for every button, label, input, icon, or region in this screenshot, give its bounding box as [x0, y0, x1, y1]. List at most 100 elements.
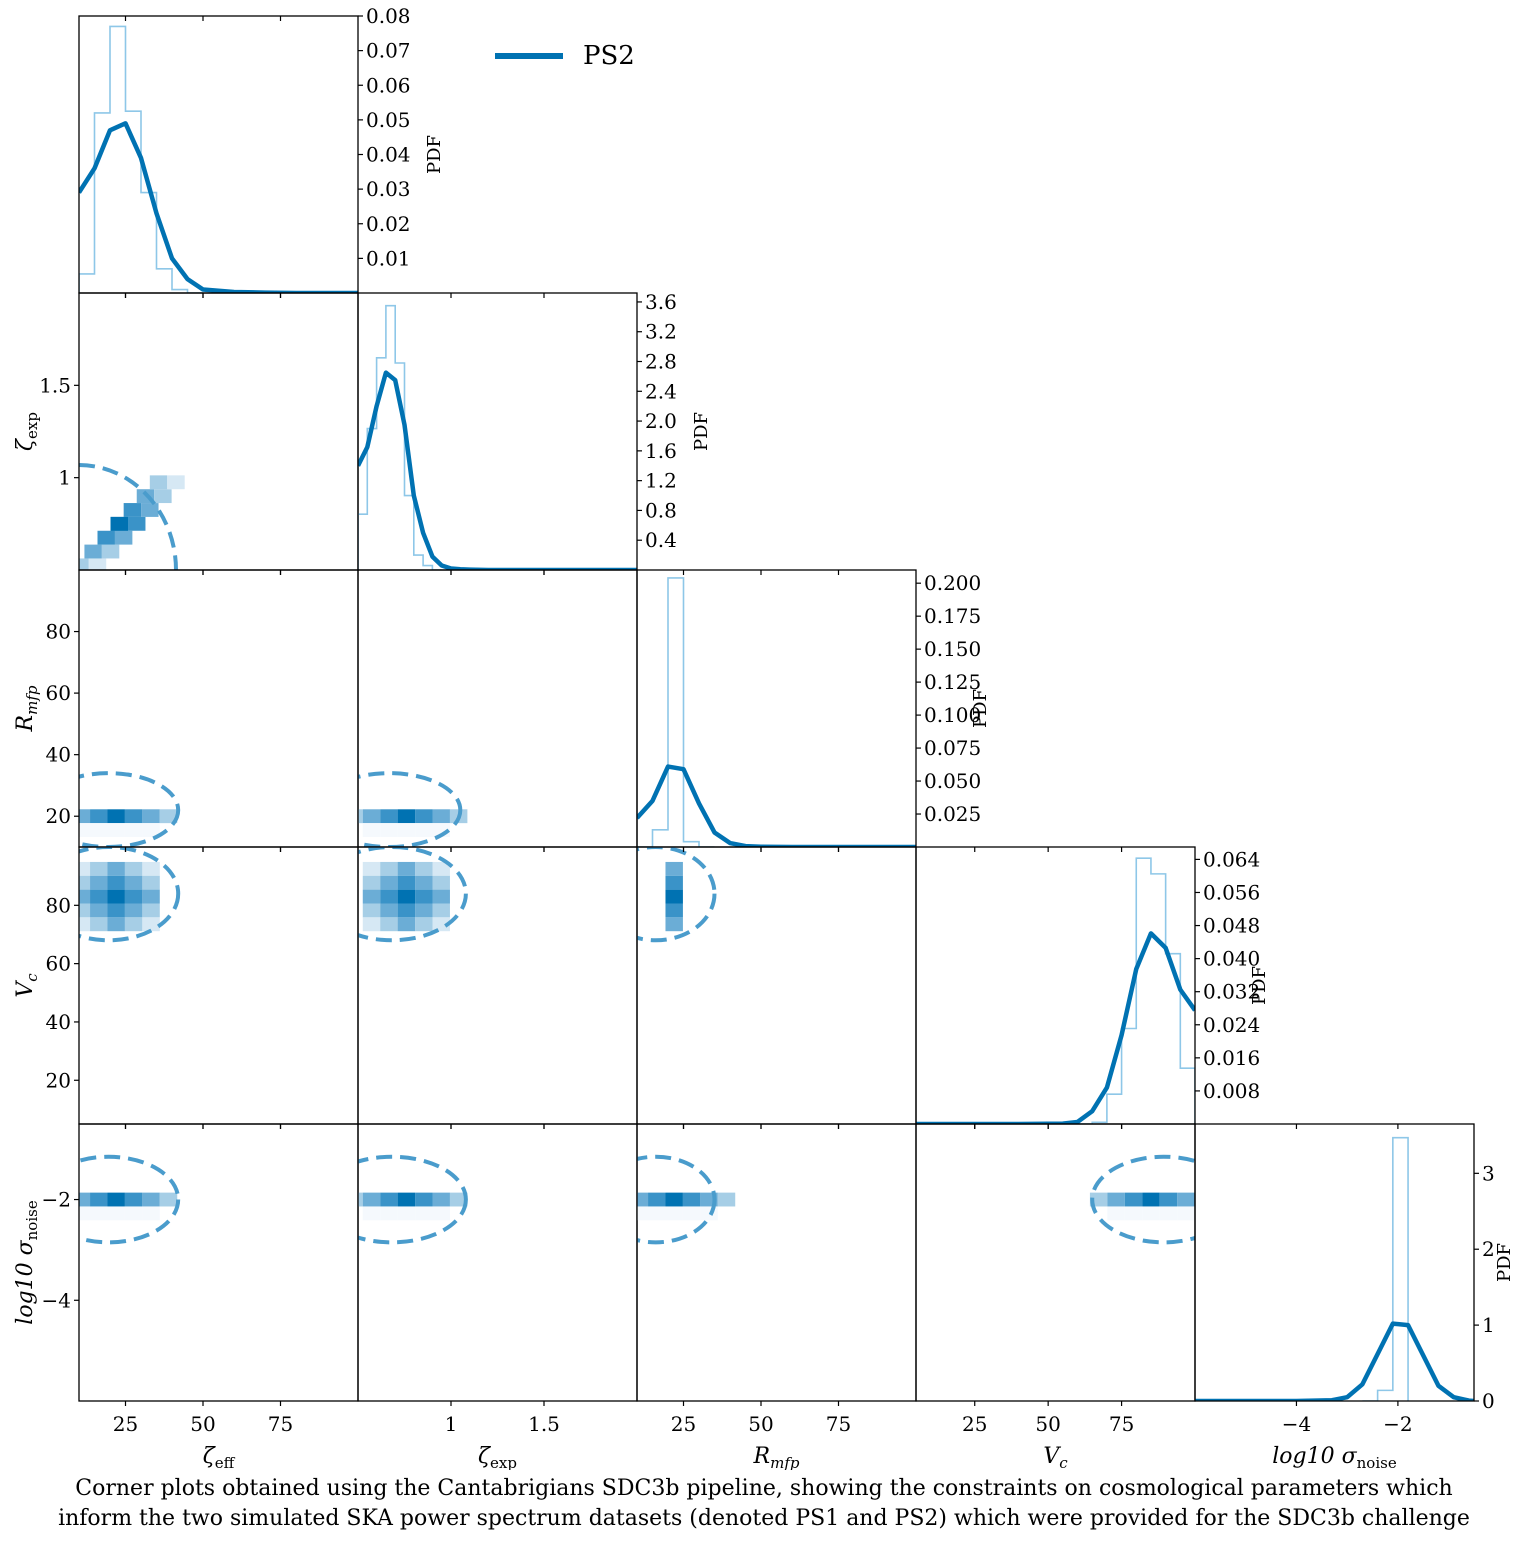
svg-text:0.025: 0.025 — [924, 802, 981, 826]
pdf-curve — [916, 931, 1195, 1124]
x-tick-label: −4 — [1282, 1412, 1311, 1436]
svg-text:−4: −4 — [42, 1288, 71, 1312]
svg-text:0: 0 — [1482, 1389, 1495, 1413]
svg-text:0.150: 0.150 — [924, 637, 981, 661]
x-tick-label: 50 — [190, 1412, 215, 1436]
svg-text:0.04: 0.04 — [366, 143, 411, 167]
x-tick-label: 75 — [826, 1412, 851, 1436]
svg-text:0.07: 0.07 — [366, 39, 411, 63]
pdf-curve — [637, 764, 916, 847]
figure-caption: Corner plots obtained using the Cantabri… — [0, 1474, 1528, 1534]
panel-R_mfp-vs-zeta_exp — [357, 569, 638, 852]
svg-text:0.100: 0.100 — [924, 703, 981, 727]
panel-log10_sigma_noise-vs-V_c — [915, 1123, 1196, 1406]
x-axis-label-V_c: Vc — [1043, 1444, 1068, 1470]
x-tick-label: 1 — [445, 1412, 458, 1436]
svg-text:1.2: 1.2 — [645, 469, 677, 493]
diagonal-panel-zeta_exp: 0.4 0.8 1.2 1.6 2.0 2.4 2.8 3.2 3.6 PDF — [357, 290, 712, 575]
svg-text:PDF: PDF — [424, 135, 445, 174]
legend: PS2 — [495, 36, 635, 76]
svg-text:1: 1 — [1482, 1313, 1495, 1337]
svg-text:1.5: 1.5 — [39, 373, 71, 397]
svg-text:3.2: 3.2 — [645, 320, 677, 344]
caption-line-2: inform the two simulated SKA power spect… — [58, 1506, 1470, 1531]
histogram-step — [637, 577, 715, 847]
x-axis-label-R_mfp: Rmfp — [753, 1444, 800, 1470]
svg-text:2.0: 2.0 — [645, 409, 677, 433]
credible-contour — [79, 463, 178, 570]
svg-text:3.6: 3.6 — [645, 290, 677, 314]
svg-text:0.175: 0.175 — [924, 604, 981, 628]
svg-text:PDF: PDF — [970, 689, 991, 728]
histogram-step — [358, 304, 442, 570]
svg-text:PDF: PDF — [1249, 966, 1270, 1005]
x-tick-label: 50 — [748, 1412, 773, 1436]
x-tick-label: 25 — [671, 1412, 696, 1436]
x-tick-label: 25 — [113, 1412, 138, 1436]
svg-text:0.05: 0.05 — [366, 108, 411, 132]
y-axis-label: Vc — [13, 973, 41, 998]
svg-text:60: 60 — [46, 681, 71, 705]
x-axis-label-zeta_eff: ζeff — [203, 1444, 236, 1470]
svg-text:PDF: PDF — [691, 412, 712, 451]
svg-text:40: 40 — [46, 1010, 71, 1034]
diagonal-panel-R_mfp: 0.025 0.050 0.075 0.100 0.125 0.150 0.175 0.200… — [636, 569, 991, 852]
y-axis-label: Rmfp — [13, 685, 41, 732]
svg-text:0.040: 0.040 — [1203, 947, 1260, 971]
credible-contour — [637, 847, 717, 943]
y-axis-label: ζexp — [13, 412, 41, 451]
svg-text:2.4: 2.4 — [645, 379, 677, 403]
diagonal-panel-zeta_eff: 0.01 0.02 0.03 0.04 0.05 0.06 0.07 0.08 PDF — [78, 4, 445, 298]
panel-zeta_exp-vs-zeta_eff: 1 1.5 ζexp — [13, 292, 359, 575]
x-tick-label: 75 — [1109, 1412, 1134, 1436]
svg-text:2.8: 2.8 — [645, 350, 677, 374]
credible-contour — [79, 847, 181, 943]
svg-text:0.125: 0.125 — [924, 670, 981, 694]
svg-text:0.050: 0.050 — [924, 769, 981, 793]
pdf-curve — [79, 121, 358, 293]
svg-text:0.02: 0.02 — [366, 212, 411, 236]
svg-text:0.8: 0.8 — [645, 498, 677, 522]
y-axis-label: log10 σnoise — [13, 1200, 41, 1325]
pdf-curve — [1195, 1321, 1474, 1401]
credible-contour — [358, 1154, 468, 1245]
svg-text:60: 60 — [46, 952, 71, 976]
panel-R_mfp-vs-zeta_eff: 20 40 60 80 Rmfp — [13, 569, 359, 852]
svg-text:0.075: 0.075 — [924, 736, 981, 760]
x-tick-label: 25 — [962, 1412, 987, 1436]
panel-log10_sigma_noise-vs-R_mfp — [636, 1123, 917, 1406]
legend-label: PS2 — [583, 41, 635, 71]
panel-V_c-vs-R_mfp — [636, 846, 917, 1129]
svg-text:0.200: 0.200 — [924, 571, 981, 595]
diagonal-panel-V_c: 0.008 0.016 0.024 0.032 0.040 0.048 0.056 0.064… — [915, 846, 1270, 1129]
panel-log10_sigma_noise-vs-zeta_exp — [357, 1123, 638, 1406]
x-axis-label-log10_sigma_noise: log10 σnoise — [1272, 1444, 1397, 1470]
svg-text:1: 1 — [58, 466, 71, 490]
x-tick-label: −2 — [1383, 1412, 1412, 1436]
credible-contour — [79, 1154, 181, 1245]
svg-text:1.6: 1.6 — [645, 439, 677, 463]
svg-text:0.4: 0.4 — [645, 528, 677, 552]
histogram-step — [1062, 857, 1195, 1124]
credible-contour — [637, 1154, 717, 1245]
svg-text:80: 80 — [46, 893, 71, 917]
legend-line-icon — [495, 53, 563, 59]
panel-V_c-vs-zeta_eff: 20 40 60 80 Vc — [13, 846, 359, 1129]
svg-text:0.056: 0.056 — [1203, 880, 1260, 904]
svg-text:80: 80 — [46, 620, 71, 644]
svg-text:0.08: 0.08 — [366, 4, 411, 28]
svg-text:PDF: PDF — [1494, 1243, 1515, 1282]
svg-text:−2: −2 — [42, 1188, 71, 1212]
svg-text:20: 20 — [46, 804, 71, 828]
svg-text:20: 20 — [46, 1068, 71, 1092]
svg-text:2: 2 — [1482, 1237, 1495, 1261]
diagonal-panel-log10_sigma_noise: 0 1 2 3 PDF — [1194, 1123, 1515, 1413]
svg-text:0.032: 0.032 — [1203, 980, 1260, 1004]
x-axis-label-zeta_exp: ζexp — [478, 1444, 517, 1470]
svg-text:0.01: 0.01 — [366, 246, 411, 270]
svg-text:0.064: 0.064 — [1203, 847, 1260, 871]
svg-text:40: 40 — [46, 743, 71, 767]
svg-text:0.024: 0.024 — [1203, 1013, 1260, 1037]
credible-contour — [358, 847, 468, 943]
